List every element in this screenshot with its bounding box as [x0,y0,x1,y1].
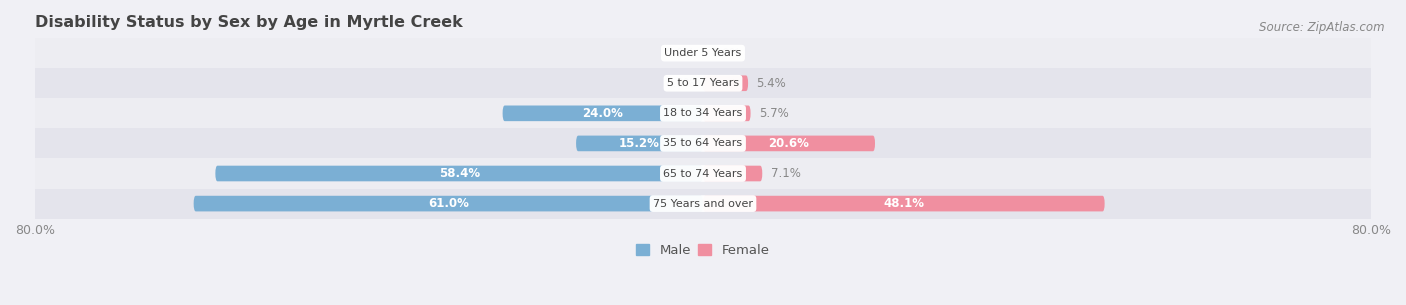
Text: 24.0%: 24.0% [582,107,623,120]
Text: 75 Years and over: 75 Years and over [652,199,754,209]
FancyBboxPatch shape [703,75,748,91]
Text: 5.4%: 5.4% [756,77,786,90]
Text: 58.4%: 58.4% [439,167,479,180]
FancyBboxPatch shape [194,196,703,211]
Text: Under 5 Years: Under 5 Years [665,48,741,58]
Text: 18 to 34 Years: 18 to 34 Years [664,108,742,118]
Bar [35,98,1371,128]
Text: 35 to 64 Years: 35 to 64 Years [664,138,742,149]
Bar [35,128,1371,159]
Text: 7.1%: 7.1% [770,167,800,180]
Bar [35,159,1371,188]
Legend: Male, Female: Male, Female [631,239,775,263]
Text: Disability Status by Sex by Age in Myrtle Creek: Disability Status by Sex by Age in Myrtl… [35,15,463,30]
Text: 61.0%: 61.0% [427,197,468,210]
FancyBboxPatch shape [703,106,751,121]
FancyBboxPatch shape [576,136,703,151]
Bar [35,38,1371,68]
Text: 5 to 17 Years: 5 to 17 Years [666,78,740,88]
Bar [35,68,1371,98]
Text: 20.6%: 20.6% [769,137,810,150]
Text: 0.0%: 0.0% [665,47,695,60]
FancyBboxPatch shape [215,166,703,181]
FancyBboxPatch shape [703,196,1105,211]
Text: 5.7%: 5.7% [759,107,789,120]
Text: 0.0%: 0.0% [665,77,695,90]
Text: Source: ZipAtlas.com: Source: ZipAtlas.com [1260,21,1385,34]
Text: 15.2%: 15.2% [619,137,659,150]
FancyBboxPatch shape [703,136,875,151]
Bar [35,188,1371,219]
Text: 65 to 74 Years: 65 to 74 Years [664,168,742,178]
Text: 0.0%: 0.0% [711,47,741,60]
FancyBboxPatch shape [703,166,762,181]
FancyBboxPatch shape [502,106,703,121]
Text: 48.1%: 48.1% [883,197,924,210]
